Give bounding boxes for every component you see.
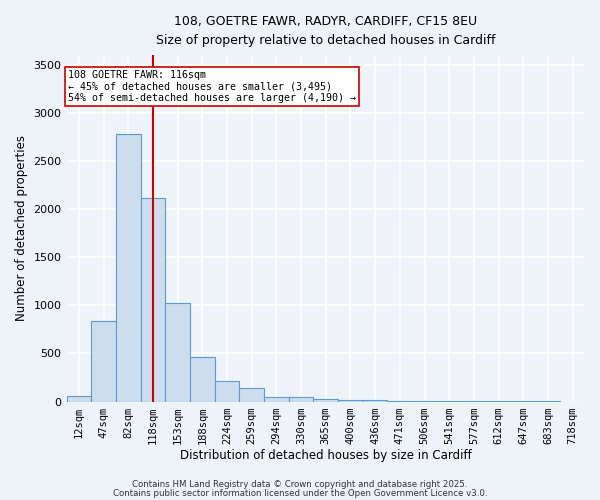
Text: Contains public sector information licensed under the Open Government Licence v3: Contains public sector information licen… (113, 489, 487, 498)
Bar (239, 388, 264, 402)
Bar (264, 397, 289, 402)
Bar (190, 358, 215, 402)
Bar (116, 134, 140, 402)
Bar (67, 396, 91, 402)
Bar (140, 198, 165, 402)
Text: Contains HM Land Registry data © Crown copyright and database right 2025.: Contains HM Land Registry data © Crown c… (132, 480, 468, 489)
Bar (363, 400, 388, 402)
Bar (338, 400, 363, 402)
Y-axis label: Number of detached properties: Number of detached properties (15, 136, 28, 322)
Bar (313, 398, 338, 402)
X-axis label: Distribution of detached houses by size in Cardiff: Distribution of detached houses by size … (180, 450, 472, 462)
Bar (215, 382, 239, 402)
Bar (289, 397, 313, 402)
Text: 108 GOETRE FAWR: 116sqm
← 45% of detached houses are smaller (3,495)
54% of semi: 108 GOETRE FAWR: 116sqm ← 45% of detache… (68, 70, 356, 102)
Title: 108, GOETRE FAWR, RADYR, CARDIFF, CF15 8EU
Size of property relative to detached: 108, GOETRE FAWR, RADYR, CARDIFF, CF15 8… (156, 15, 496, 47)
Bar (91, 320, 116, 402)
Bar (165, 304, 190, 402)
